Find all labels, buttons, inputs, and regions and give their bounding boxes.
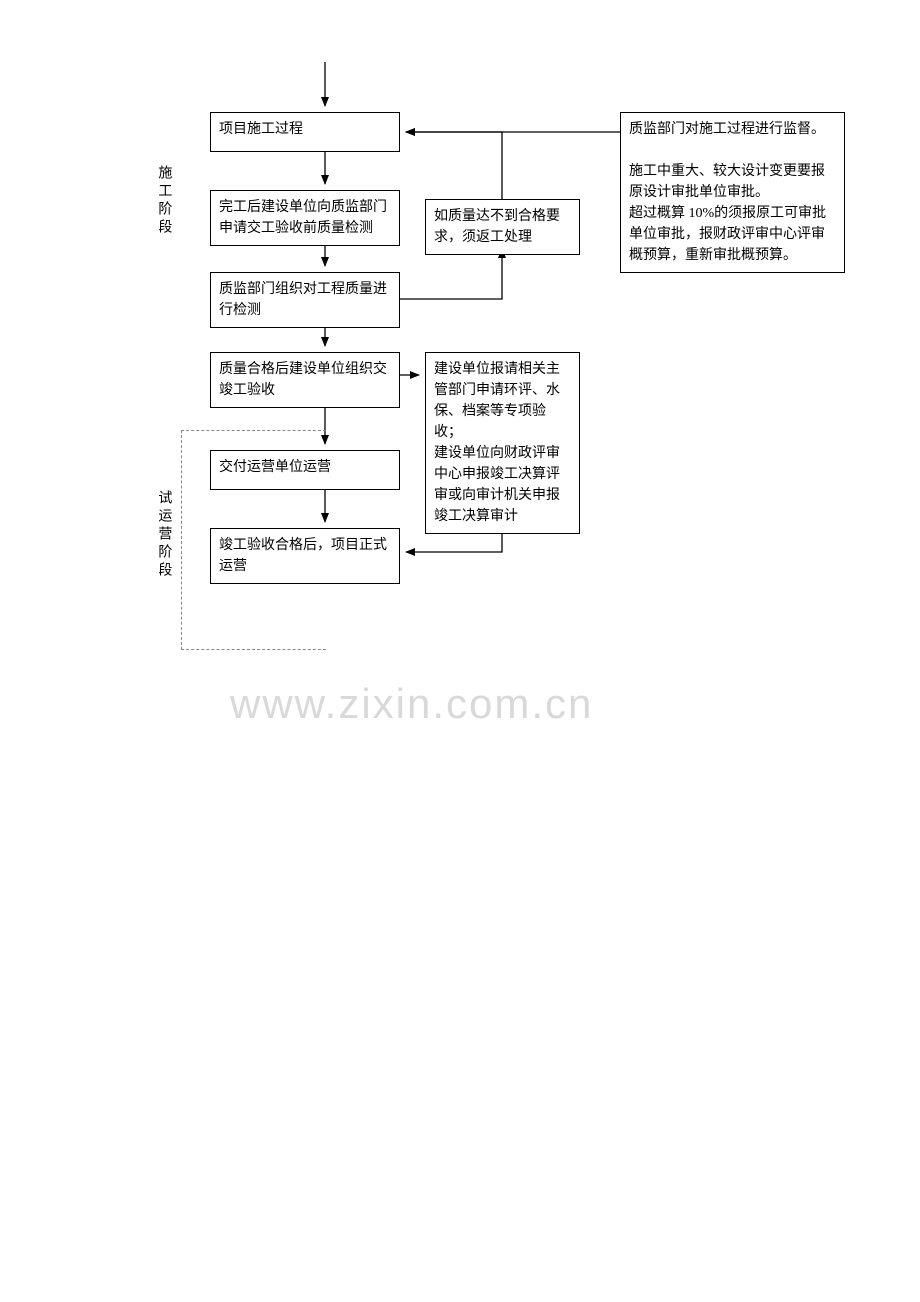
node-special-acceptance: 建设单位报请相关主管部门申请环评、水保、档案等专项验收；建设单位向财政评审中心申…: [425, 352, 580, 534]
phase-label-trial: 试运营阶段: [152, 490, 174, 580]
watermark-text: www.zixin.com.cn: [230, 680, 593, 728]
node-acceptance-after-pass: 质量合格后建设单位组织交竣工验收: [210, 352, 400, 408]
node-handover-operation: 交付运营单位运营: [210, 450, 400, 490]
arrow-n3-side1: [400, 249, 502, 299]
phase-label-construction: 施工阶段: [152, 165, 174, 237]
node-formal-operation: 竣工验收合格后，项目正式运营: [210, 528, 400, 584]
node-construction-process: 项目施工过程: [210, 112, 400, 152]
arrow-side1-up: [406, 132, 502, 199]
node-rework-if-fail: 如质量达不到合格要求，须返工处理: [425, 199, 580, 255]
node-supervision-note: 质监部门对施工过程进行监督。施工中重大、较大设计变更要报原设计审批单位审批。超过…: [620, 112, 845, 273]
node-apply-quality-check: 完工后建设单位向质监部门申请交工验收前质量检测: [210, 190, 400, 246]
node-quality-dept-check: 质监部门组织对工程质量进行检测: [210, 272, 400, 328]
flowchart-canvas: 施工阶段 试运营阶段 项目施工过程 完工后建设单位向质监部门申请交工验收前质量检…: [0, 0, 920, 1302]
